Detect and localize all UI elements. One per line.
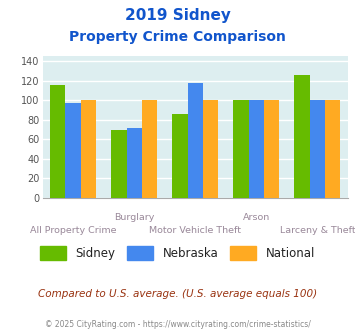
Bar [234,100,248,198]
Bar [173,114,187,198]
Text: Motor Vehicle Theft: Motor Vehicle Theft [149,226,241,235]
Bar [142,100,157,198]
Bar [310,100,325,198]
Text: © 2025 CityRating.com - https://www.cityrating.com/crime-statistics/: © 2025 CityRating.com - https://www.city… [45,320,310,329]
Bar [203,100,218,198]
Text: All Property Crime: All Property Crime [30,226,116,235]
Text: Burglary: Burglary [114,213,154,222]
Bar [66,103,81,198]
Bar [126,127,142,198]
Bar [248,100,264,198]
Text: Arson: Arson [243,213,270,222]
Text: Compared to U.S. average. (U.S. average equals 100): Compared to U.S. average. (U.S. average … [38,289,317,299]
Text: 2019 Sidney: 2019 Sidney [125,8,230,23]
Bar [81,100,96,198]
Text: Larceny & Theft: Larceny & Theft [279,226,355,235]
Legend: Sidney, Nebraska, National: Sidney, Nebraska, National [40,246,315,260]
Bar [50,85,66,198]
Text: Property Crime Comparison: Property Crime Comparison [69,30,286,44]
Bar [294,75,310,198]
Bar [325,100,340,198]
Bar [111,130,126,198]
Bar [264,100,279,198]
Bar [188,82,203,198]
